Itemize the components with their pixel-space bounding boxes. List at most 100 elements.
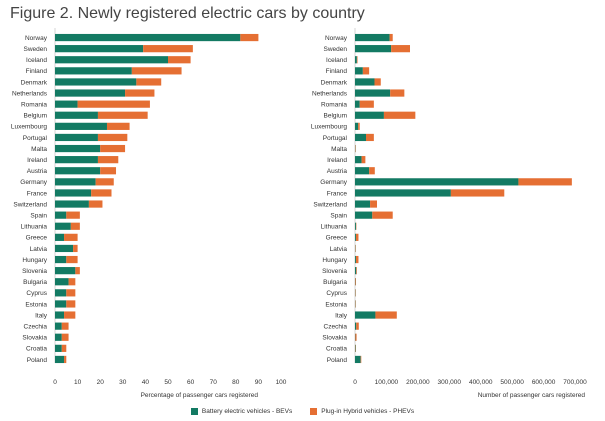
left-chart-percentage: 0 10 20 30 40 50 60 70 80 90 100NorwaySwedenIcelan… [11,28,287,386]
left-bar-bev-denmark [55,78,136,85]
right-bar-bev-iceland [355,56,357,63]
left-bar-bev-lithuania [55,223,71,230]
left-category-label-belgium: Belgium [24,113,47,120]
right-bar-bev-france [355,189,451,196]
left-bar-phev-cyprus [66,289,75,296]
left-bar-bev-germany [55,178,96,185]
left-bar-bev-poland [55,356,64,363]
left-bar-phev-norway [240,34,258,41]
left-category-label-slovenia: Slovenia [22,268,47,275]
right-bar-bev-poland [355,356,361,363]
right-category-label-greece: Greece [326,235,348,242]
right-bar-bev-denmark [355,78,374,85]
right-bar-phev-denmark [374,78,380,85]
right-x-axis-label: Number of passenger cars registered [478,392,586,399]
left-bar-phev-hungary [66,256,77,263]
left-category-label-lithuania: Lithuania [21,224,48,231]
right-x-tick-label: 100,000 [375,379,399,386]
right-category-label-portugal: Portugal [323,135,348,142]
right-category-label-sweden: Sweden [324,46,348,53]
right-bar-phev-greece [356,234,359,241]
left-x-tick-label: 100 [276,379,287,386]
left-bar-bev-italy [55,311,64,318]
left-bar-phev-sweden [143,45,193,52]
left-bar-bev-iceland [55,56,168,63]
left-category-label-switzerland: Switzerland [13,201,47,208]
left-bar-bev-netherlands [55,89,125,96]
right-bar-phev-italy [375,311,396,318]
left-category-label-sweden: Sweden [24,46,48,53]
left-bar-bev-slovenia [55,267,75,274]
right-bar-phev-netherlands [390,89,404,96]
left-bar-bev-hungary [55,256,66,263]
left-bar-bev-malta [55,145,100,152]
right-bar-phev-finland [363,67,369,74]
left-category-label-romania: Romania [21,101,47,108]
left-bar-phev-estonia [66,300,75,307]
right-bar-bev-finland [355,67,363,74]
left-x-tick-label: 50 [164,379,172,386]
right-bar-phev-ireland [362,156,366,163]
legend-item-phev: Plug-in Hybrid vehicles - PHEVs [310,408,414,415]
right-category-label-bulgaria: Bulgaria [323,279,347,286]
right-bar-phev-hungary [356,256,359,263]
left-category-label-cyprus: Cyprus [26,290,47,297]
left-bar-bev-latvia [55,245,73,252]
right-bar-phev-belgium [384,112,415,119]
left-x-tick-label: 30 [119,379,127,386]
legend-label-bev: Battery electric vehicles - BEVs [202,408,292,415]
right-x-tick-label: 300,000 [438,379,462,386]
left-category-label-poland: Poland [27,357,48,364]
right-bar-phev-iceland [357,56,358,63]
left-category-label-denmark: Denmark [21,79,48,86]
right-category-label-austria: Austria [327,168,348,175]
left-category-label-italy: Italy [35,312,48,319]
right-x-tick-label: 600,000 [532,379,556,386]
right-bar-bev-sweden [355,45,391,52]
left-category-label-ireland: Ireland [27,157,47,164]
left-bar-phev-croatia [62,345,67,352]
left-bar-bev-spain [55,212,66,219]
legend-item-bev: Battery electric vehicles - BEVs [191,408,292,415]
left-bar-bev-slovakia [55,334,62,341]
left-bar-bev-cyprus [55,289,66,296]
right-bar-bev-romania [355,101,360,108]
left-category-label-slovakia: Slovakia [22,335,47,342]
right-category-label-switzerland: Switzerland [313,201,347,208]
right-bar-phev-germany [518,178,571,185]
legend-swatch-phev [310,408,317,415]
right-category-label-lithuania: Lithuania [321,224,348,231]
right-bar-bev-switzerland [355,200,370,207]
right-bar-bev-czechia [355,323,356,330]
left-category-label-luxembourg: Luxembourg [11,124,48,131]
right-bar-bev-spain [355,212,372,219]
right-category-label-denmark: Denmark [321,79,348,86]
left-category-label-latvia: Latvia [30,246,48,253]
right-bar-phev-bulgaria [355,278,356,285]
left-bar-bev-france [55,189,91,196]
right-x-tick-label: 700,000 [563,379,587,386]
left-category-label-netherlands: Netherlands [12,90,48,97]
left-bar-phev-ireland [98,156,118,163]
right-category-label-ireland: Ireland [327,157,347,164]
right-bar-bev-hungary [355,256,356,263]
left-x-tick-label: 40 [142,379,150,386]
left-category-label-bulgaria: Bulgaria [23,279,47,286]
left-bar-phev-bulgaria [69,278,76,285]
left-bar-bev-switzerland [55,200,89,207]
left-x-tick-label: 80 [232,379,240,386]
right-category-label-czechia: Czechia [324,323,348,330]
right-bar-bev-norway [355,34,390,41]
left-bar-phev-netherlands [125,89,154,96]
left-bar-bev-estonia [55,300,66,307]
right-bar-phev-romania [360,101,374,108]
right-bar-bev-austria [355,167,369,174]
left-bar-phev-malta [100,145,125,152]
legend-label-phev: Plug-in Hybrid vehicles - PHEVs [321,408,414,415]
right-category-label-slovakia: Slovakia [322,335,347,342]
left-category-label-portugal: Portugal [23,135,48,142]
left-bar-phev-finland [132,67,182,74]
right-bar-phev-switzerland [370,200,377,207]
left-x-tick-label: 60 [187,379,195,386]
right-bar-bev-belgium [355,112,384,119]
